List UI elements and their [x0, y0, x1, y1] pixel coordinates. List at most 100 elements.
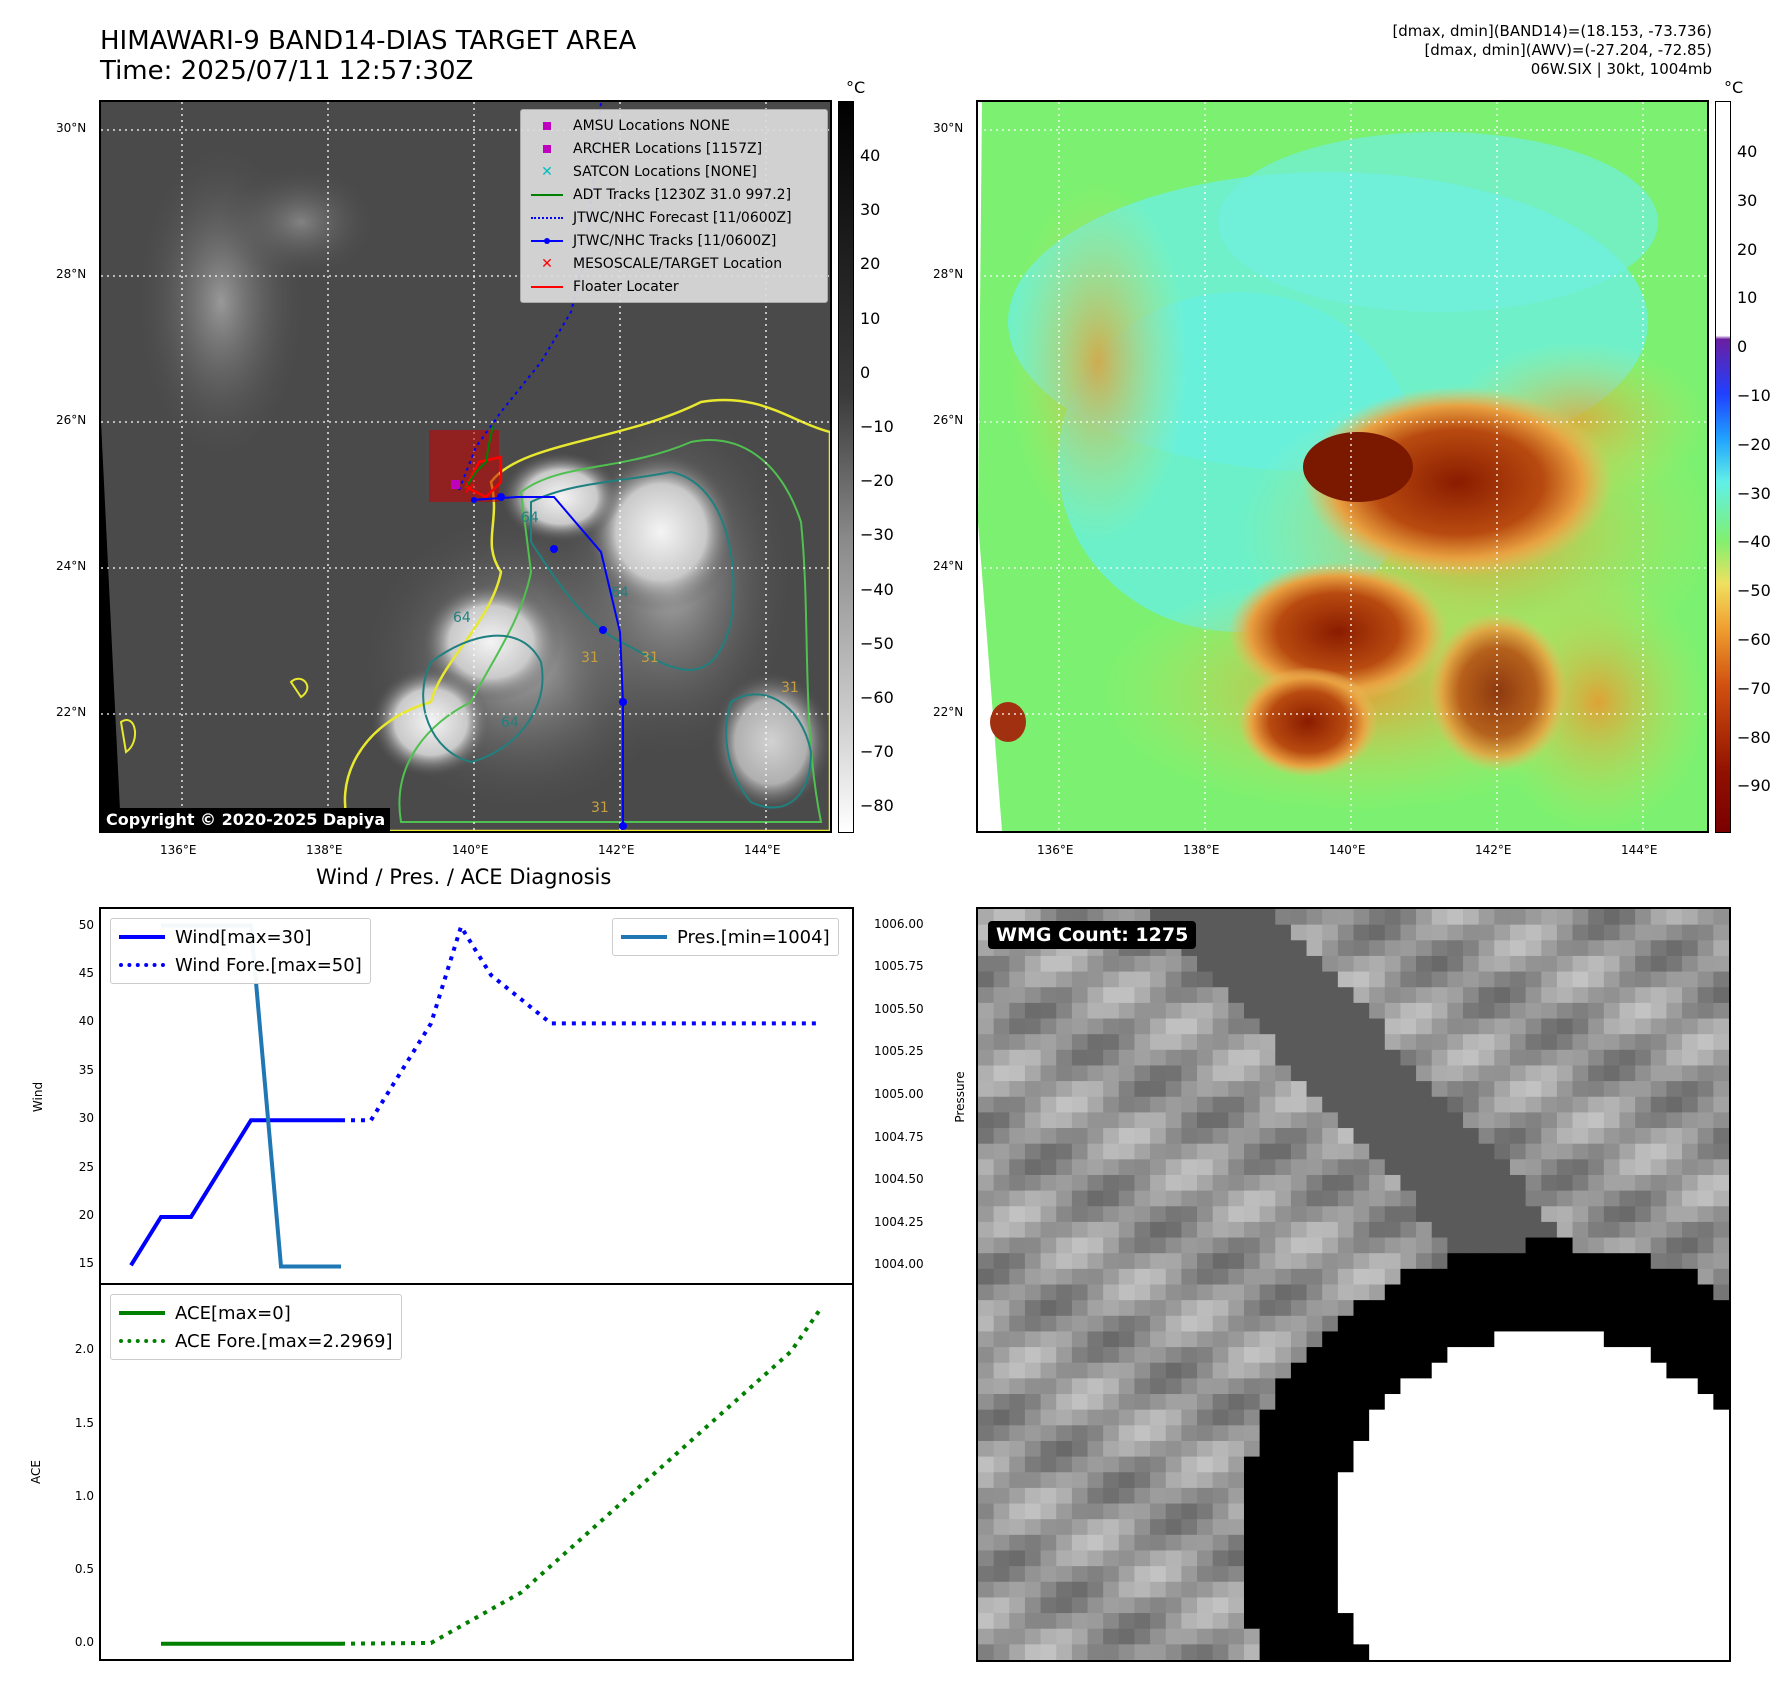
pressure-tick-label: 1004.00 [874, 1257, 924, 1272]
colorbar-tick-label: 0 [1737, 337, 1748, 357]
legend-item-target: ✕ MESOSCALE/TARGET Location [529, 252, 819, 275]
solid-line-icon [531, 285, 563, 288]
colorbar-tick-label: 30 [860, 200, 881, 220]
ace-tick-label: 0.0 [74, 1634, 94, 1649]
colorbar-tick-label: −10 [1737, 386, 1771, 405]
legend-item-adt: ADT Tracks [1230Z 31.0 997.2] [529, 183, 819, 206]
lon-label: 142°E [1475, 843, 1512, 857]
legend-ace-forecast: ACE Fore.[max=2.2969] [119, 1327, 393, 1355]
legend-item-floater: Floater Locater [529, 275, 819, 298]
ir-grayscale-map[interactable]: 64 64 64 64 31 31 31 31 ✕ Copyright © 20… [99, 100, 832, 833]
ace-tick-label: 0.5 [74, 1561, 94, 1576]
adt-track [465, 425, 494, 488]
wmg-canvas [978, 909, 1729, 1660]
legend-item-satcon: ✕ SATCON Locations [NONE] [529, 160, 819, 183]
pressure-axis-label: Pressure [953, 1071, 967, 1123]
pressure-legend: Pres.[min=1004] [612, 918, 839, 956]
dotted-line-icon [119, 963, 165, 967]
contour-label: 31 [641, 650, 659, 666]
colorbar-tick-label: −70 [860, 742, 894, 762]
legend-item-jtwc-forecast: JTWC/NHC Forecast [11/0600Z] [529, 206, 819, 229]
wind-tick-label: 40 [78, 1014, 94, 1029]
wind-tick-label: 35 [78, 1062, 94, 1077]
jtwc-track-points [471, 493, 627, 830]
colorbar-tick-label: −80 [860, 796, 894, 816]
colorbar-tick-label: −60 [1737, 630, 1771, 649]
ace-legend: ACE[max=0] ACE Fore.[max=2.2969] [110, 1294, 402, 1360]
colorbar-tick-label: 40 [860, 146, 881, 165]
colorbar-tick-label: −30 [1737, 483, 1771, 503]
colorbar-tick-label: −20 [860, 471, 894, 491]
colorbar-tick-label: −30 [860, 525, 894, 545]
legend-ace: ACE[max=0] [119, 1299, 393, 1327]
wind-tick-label: 50 [78, 917, 94, 932]
lon-label: 144°E [1621, 843, 1658, 857]
legend-item-archer: ARCHER Locations [1157Z] [529, 137, 819, 160]
legend-item-jtwc-track: JTWC/NHC Tracks [11/0600Z] [529, 229, 819, 252]
info-line-1: [dmax, dmin](BAND14)=(18.153, -73.736) [1392, 22, 1712, 40]
ace-axis-label: ACE [29, 1460, 43, 1484]
solid-line-icon [119, 935, 165, 939]
ace-chart[interactable] [99, 1283, 854, 1661]
colorbar-tick-label: 20 [1737, 239, 1758, 259]
wind-axis-label: Wind [31, 1081, 45, 1113]
lat-label: 26°N [933, 413, 964, 427]
colorbar-tick-label: 30 [1737, 190, 1758, 210]
ace-forecast-line [340, 1306, 823, 1646]
contour-label: 64 [453, 610, 471, 626]
colorbar-tick-label: 0 [860, 362, 871, 382]
dotted-line-icon [119, 1339, 165, 1343]
pressure-tick-label: 1004.50 [874, 1172, 924, 1187]
colorbar-tick-label: −40 [860, 579, 894, 599]
lon-label: 140°E [452, 843, 489, 857]
line-with-dots-icon [531, 237, 563, 244]
ir-map-canvas: 64 64 64 64 31 31 31 31 ✕ [101, 102, 830, 831]
contour-label: 31 [591, 800, 609, 816]
wind-tick-label: 15 [78, 1256, 94, 1271]
colorbar-tick-label: −60 [860, 688, 894, 707]
floater-locator [464, 455, 503, 499]
wind-tick-label: 30 [78, 1111, 94, 1126]
wind-series-line [129, 1118, 341, 1267]
gray-colorbar [838, 101, 854, 833]
lat-label: 28°N [56, 267, 87, 281]
colorbar-tick-label: 40 [1737, 142, 1758, 161]
colorbar-tick-label: 20 [860, 254, 881, 274]
wmg-count-badge: WMG Count: 1275 [988, 921, 1197, 949]
x-marker-icon: ✕ [541, 163, 553, 180]
ace-tick-label: 1.5 [74, 1415, 94, 1430]
contour-label: 64 [611, 585, 629, 601]
colorbar-tick-label: −50 [860, 633, 894, 653]
solid-line-icon [531, 193, 563, 196]
ace-tick-label: 1.0 [74, 1488, 94, 1503]
target-area-box [429, 430, 499, 502]
pressure-tick-label: 1005.75 [874, 959, 924, 974]
lon-label: 142°E [598, 843, 635, 857]
colorbar-tick-label: −10 [860, 417, 894, 436]
lat-label: 30°N [933, 121, 964, 135]
pressure-tick-label: 1005.00 [874, 1087, 924, 1101]
colorbar-tick-label: −20 [1737, 434, 1771, 454]
lat-label: 24°N [933, 559, 964, 573]
solid-line-icon [119, 1311, 165, 1315]
colorbar-tick-label: −70 [1737, 678, 1771, 698]
contour-label: 64 [501, 715, 519, 731]
diagnosis-title: Wind / Pres. / ACE Diagnosis [316, 865, 612, 889]
colorbar-tick-label: −90 [1737, 776, 1771, 796]
solid-line-icon [621, 935, 667, 939]
contour-label: 31 [581, 650, 599, 666]
wmg-pixel-map[interactable]: WMG Count: 1275 [976, 907, 1731, 1662]
figure-info: [dmax, dmin](BAND14)=(18.153, -73.736) [… [1392, 22, 1712, 79]
map-gridlines [978, 102, 1707, 831]
lat-label: 22°N [933, 705, 964, 719]
lon-label: 140°E [1329, 843, 1366, 857]
square-marker-icon [543, 121, 551, 130]
colorbar-tick-label: −40 [1737, 532, 1771, 552]
lon-label: 138°E [306, 843, 343, 857]
lat-label: 30°N [56, 121, 87, 135]
pressure-tick-label: 1005.50 [874, 1001, 924, 1016]
ir-color-map[interactable] [976, 100, 1709, 833]
target-x-marker: ✕ [463, 479, 476, 498]
wind-legend: Wind[max=30] Wind Fore.[max=50] [110, 918, 371, 984]
pressure-tick-label: 1004.75 [874, 1129, 924, 1144]
